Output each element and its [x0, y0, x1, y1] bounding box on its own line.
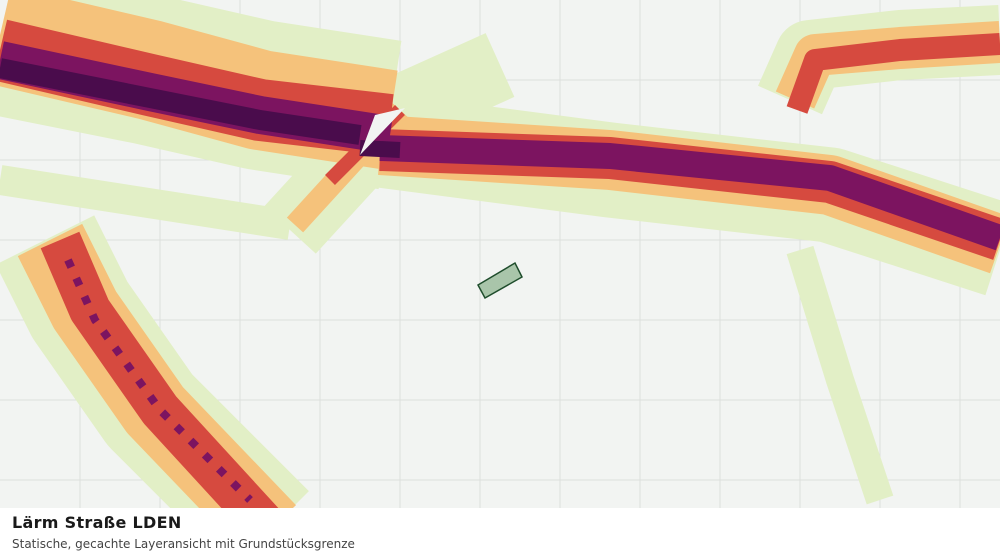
parcel-boundary — [476, 261, 523, 300]
layer-title: Lärm Straße LDEN — [12, 513, 182, 532]
layer-subtitle: Statische, gecachte Layeransicht mit Gru… — [12, 537, 355, 551]
info-panel: Lärm Straße LDEN Statische, gecachte Lay… — [0, 508, 1000, 560]
